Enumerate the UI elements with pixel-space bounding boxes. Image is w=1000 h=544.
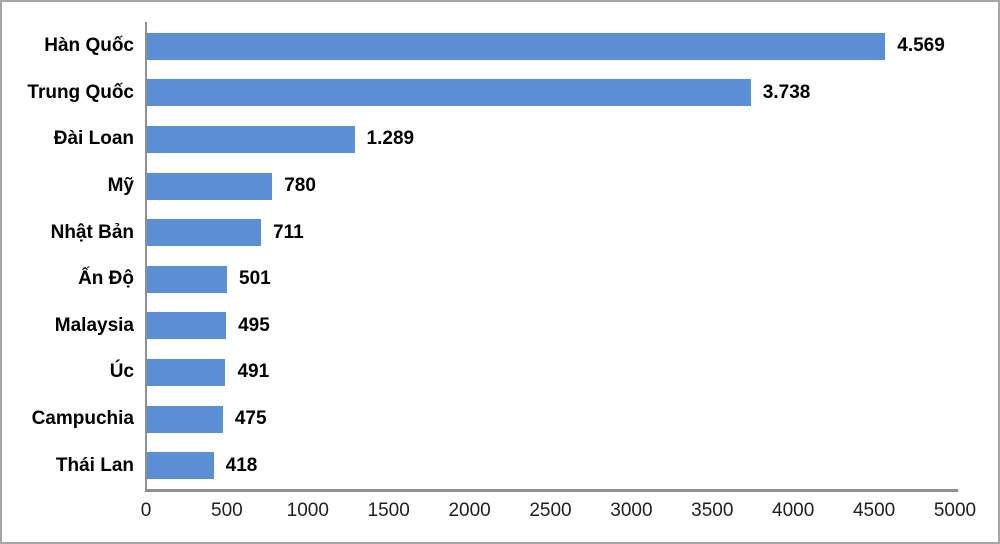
value-label: 3.738 [762,81,811,103]
y-axis-line [145,22,147,491]
bar-track: 1.289 [146,125,955,153]
bar [146,219,262,247]
value-label: 475 [234,408,267,430]
x-tick-label: 1000 [286,500,329,521]
x-tick-label: 3000 [610,500,653,521]
bar [146,405,223,433]
x-tick-label: 500 [211,500,243,521]
value-label: 501 [239,268,271,290]
bar-track: 780 [146,172,955,200]
x-tick-label: 1500 [367,500,410,521]
bar-track: 418 [146,452,955,480]
value-label: 495 [238,314,270,336]
bar-track: 475 [146,405,955,433]
bar [146,358,226,386]
category-label: Thái Lan [55,454,134,476]
category-label: Úc [109,361,134,383]
x-tick-label: 5000 [933,500,977,521]
x-tick-label: 3500 [691,500,734,521]
x-axis-line [145,489,958,492]
x-tick-label: 4000 [772,500,815,521]
bar-track: 3.738 [146,79,955,107]
bar-track: 4.569 [146,32,955,60]
bar-track: 501 [146,265,955,293]
category-label: Đài Loan [53,128,134,150]
x-tick-label: 4500 [852,500,896,521]
bar-row: Đài Loan 1.289 [2,116,998,163]
bar-row: Malaysia 495 [2,303,998,350]
category-label: Nhật Bản [50,221,134,243]
bar-track: 495 [146,312,955,340]
category-label: Malaysia [54,314,134,336]
category-label: Hàn Quốc [44,35,134,57]
bar-row: Campuchia 475 [2,396,998,443]
bar [146,79,751,107]
category-label: Ấn Độ [78,268,134,290]
bar-row: Trung Quốc 3.738 [2,70,998,117]
value-label: 711 [273,221,304,243]
value-label: 4.569 [897,35,945,57]
x-tick-label: 2000 [448,500,491,521]
bar [146,452,214,480]
category-label: Mỹ [107,175,134,197]
rows: Hàn Quốc 4.569 Trung Quốc 3.738 Đài Loan… [2,23,998,489]
value-label: 780 [284,175,316,197]
bar-row: Ấn Độ 501 [2,256,998,303]
bar-row: Mỹ 780 [2,163,998,210]
bar-track: 711 [146,219,955,247]
x-tick-label: 2500 [529,500,572,521]
bar [146,265,228,293]
bar [146,312,227,340]
value-label: 1.289 [366,128,415,150]
bar [146,32,886,60]
bar-track: 491 [146,358,955,386]
x-axis-ticks: 0 500 1000 1500 2000 2500 3000 3500 4000… [141,500,976,526]
bar [146,172,273,200]
category-label: Campuchia [31,408,134,430]
bar-row: Thái Lan 418 [2,442,998,489]
x-tick-label: 0 [140,500,152,521]
bar [146,125,355,153]
bar-row: Nhật Bản 711 [2,209,998,256]
category-label: Trung Quốc [27,81,134,103]
value-label: 418 [225,454,258,476]
bar-row: Úc 491 [2,349,998,396]
value-label: 491 [237,361,270,383]
bar-row: Hàn Quốc 4.569 [2,23,998,70]
